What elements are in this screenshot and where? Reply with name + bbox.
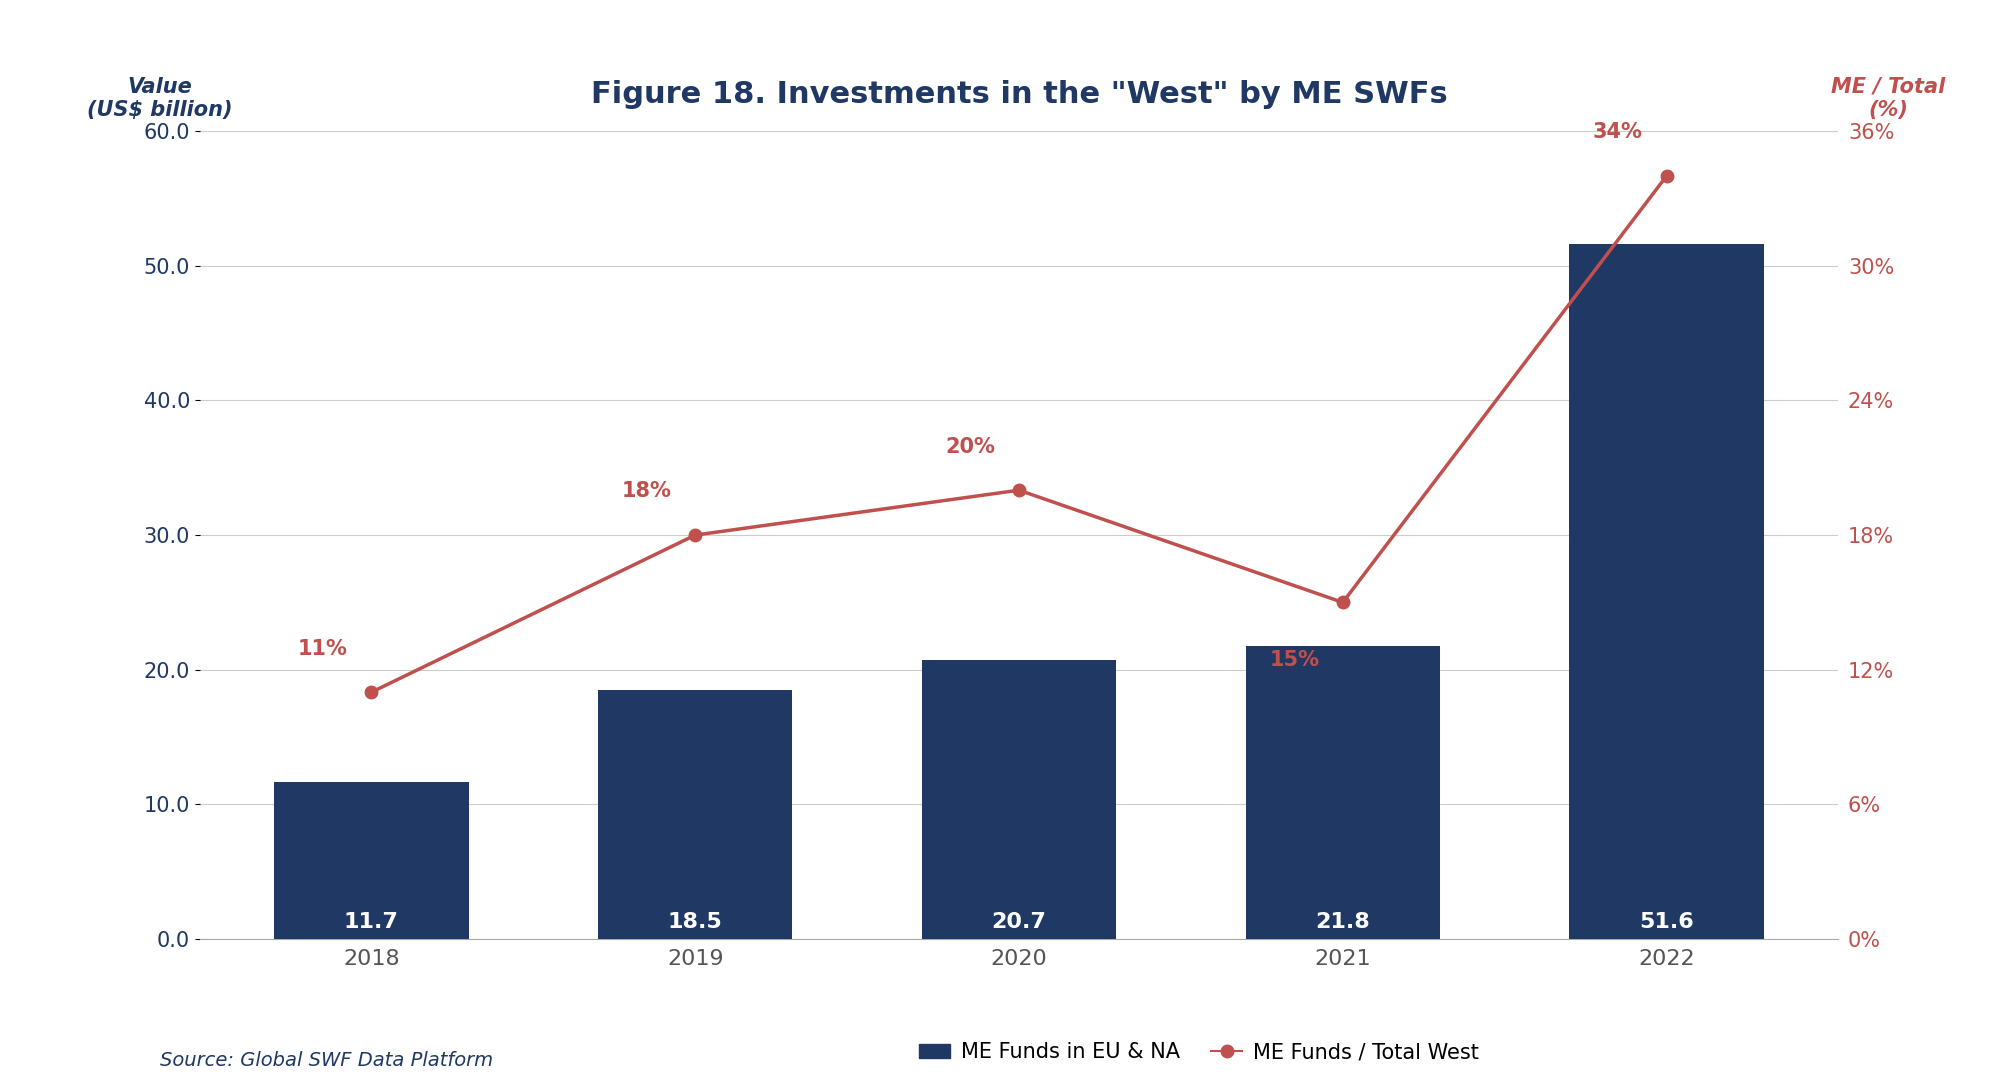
Text: 34%: 34% xyxy=(1592,122,1642,142)
Text: 20%: 20% xyxy=(945,437,995,456)
Bar xyxy=(1245,645,1441,939)
Text: 51.6: 51.6 xyxy=(1638,913,1694,933)
Bar xyxy=(1568,245,1764,939)
Bar xyxy=(597,690,793,939)
Text: 18%: 18% xyxy=(621,482,671,501)
Text: 21.8: 21.8 xyxy=(1315,913,1371,933)
Bar xyxy=(274,782,470,939)
Bar xyxy=(921,661,1117,939)
Text: Source: Global SWF Data Platform: Source: Global SWF Data Platform xyxy=(160,1052,494,1070)
Text: 20.7: 20.7 xyxy=(991,913,1047,933)
Legend: ME Funds in EU & NA, ME Funds / Total West: ME Funds in EU & NA, ME Funds / Total We… xyxy=(911,1034,1487,1070)
Text: 15%: 15% xyxy=(1269,650,1319,669)
Text: 18.5: 18.5 xyxy=(667,913,723,933)
Title: Figure 18. Investments in the "West" by ME SWFs: Figure 18. Investments in the "West" by … xyxy=(591,81,1447,109)
Text: 11.7: 11.7 xyxy=(344,913,400,933)
Text: 11%: 11% xyxy=(298,639,348,658)
Text: ME / Total
(%): ME / Total (%) xyxy=(1830,76,1946,120)
Text: Value
(US$ billion): Value (US$ billion) xyxy=(88,76,232,120)
